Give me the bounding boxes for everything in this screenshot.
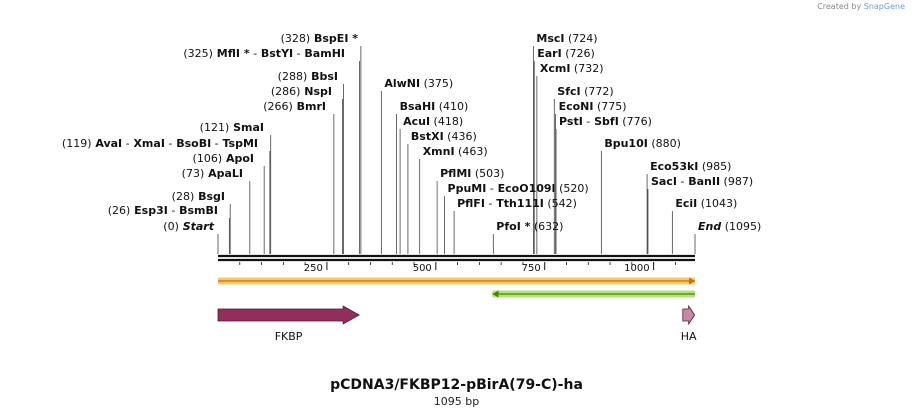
plasmid-name: pCDNA3/FKBP12-pBirA(79-C)-ha: [330, 377, 583, 393]
site-bmri-label[interactable]: (266) BmrI: [263, 100, 326, 113]
features: FKBP HA: [217, 304, 697, 343]
site-esp3i-bsmbi-label[interactable]: (26) Esp3I - BsmBI: [108, 204, 218, 217]
site-bpu10i-label[interactable]: Bpu10I (880): [604, 137, 681, 150]
site-pfoi-label[interactable]: PfoI * (632): [496, 220, 563, 233]
site-smai-label[interactable]: (121) SmaI: [200, 121, 264, 134]
created-by-text: Created by: [817, 2, 862, 11]
site-lines: [217, 46, 696, 254]
site-nspi-label[interactable]: (286) NspI: [271, 85, 332, 98]
site-bsgi-label[interactable]: (28) BsgI: [172, 190, 225, 203]
site-apali-label[interactable]: (73) ApaLI: [182, 167, 243, 180]
site-eari-label[interactable]: EarI (726): [537, 47, 595, 60]
site-econi-label[interactable]: EcoNI (775): [559, 100, 627, 113]
primer-reverse-arrowhead: [492, 290, 499, 298]
site-xmni-label[interactable]: XmnI (463): [423, 145, 488, 158]
site-bspei-label[interactable]: (328) BspEI *: [281, 32, 359, 45]
site-end-label[interactable]: End (1095): [698, 220, 761, 233]
site-ecii-label[interactable]: EciI (1043): [675, 197, 737, 210]
primer-reverse[interactable]: [492, 290, 695, 298]
site-ppumi-ecoo109i-label[interactable]: PpuMI - EcoO109I (520): [448, 182, 589, 195]
site-bbsi-label[interactable]: (288) BbsI: [278, 70, 338, 83]
site-bsahi-label[interactable]: BsaHI (410): [400, 100, 469, 113]
feature-fkbp-label: FKBP: [275, 330, 303, 343]
snapgene-credit: Created by SnapGene: [817, 2, 905, 11]
site-msci-label[interactable]: MscI (724): [536, 32, 597, 45]
feature-fkbp-arrow[interactable]: [217, 305, 360, 325]
feature-ha-arrow[interactable]: [682, 304, 696, 326]
plasmid-size: 1095 bp: [433, 395, 480, 408]
site-alwni-label[interactable]: AlwNI (375): [384, 77, 453, 90]
site-pflmi-label[interactable]: PflMI (503): [440, 167, 504, 180]
site-apoi-label[interactable]: (106) ApoI: [193, 152, 254, 165]
primers: [218, 277, 695, 298]
site-pflfi-tth111i-label[interactable]: PflFI - Tth111I (542): [457, 197, 577, 210]
site-bstxi-label[interactable]: BstXI (436): [411, 130, 477, 143]
snapgene-logo: SnapGene: [863, 2, 905, 11]
ruler-label-500: 500: [413, 263, 432, 274]
site-sfci-label[interactable]: SfcI (772): [557, 85, 613, 98]
ruler-label-250: 250: [304, 263, 323, 274]
ruler: 250 500 750 1000: [239, 262, 676, 274]
site-eco53ki-label[interactable]: Eco53kI (985): [650, 160, 731, 173]
site-start-label[interactable]: (0) Start: [163, 220, 214, 233]
site-avai-xmai-bsobi-tspmi-label[interactable]: (119) AvaI - XmaI - BsoBI - TspMI: [62, 137, 258, 150]
site-psti-sbfi-label[interactable]: PstI - SbfI (776): [559, 115, 652, 128]
site-acui-label[interactable]: AcuI (418): [403, 115, 463, 128]
site-xcmi-label[interactable]: XcmI (732): [540, 62, 604, 75]
primer-forward-arrowhead: [689, 277, 695, 285]
feature-ha-label: HA: [681, 330, 697, 343]
site-mfli-bstyi-bamhi-label[interactable]: (325) MflI * - BstYI - BamHI: [183, 47, 345, 60]
ruler-label-750: 750: [522, 263, 541, 274]
site-saci-banii-label[interactable]: SacI - BanII (987): [651, 175, 753, 188]
backbone: [218, 254, 695, 262]
site-labels: (0) Start (26) Esp3I - BsmBI(28) BsgI (73)…: [62, 32, 761, 233]
ruler-label-1000: 1000: [624, 263, 649, 274]
primer-forward[interactable]: [218, 277, 695, 285]
